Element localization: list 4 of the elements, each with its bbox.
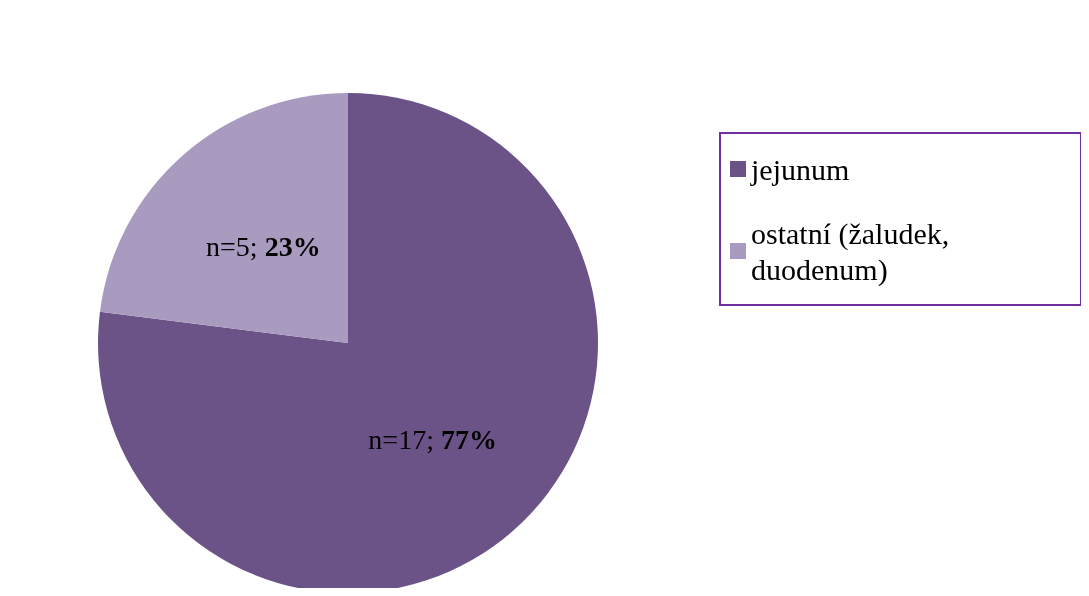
legend-label: ostatní (žaludek, duodenum)	[751, 216, 957, 287]
legend-label: jejunum	[750, 152, 850, 186]
data-label: n=5; 23%	[206, 231, 321, 263]
data-label: n=17; 77%	[368, 423, 497, 455]
